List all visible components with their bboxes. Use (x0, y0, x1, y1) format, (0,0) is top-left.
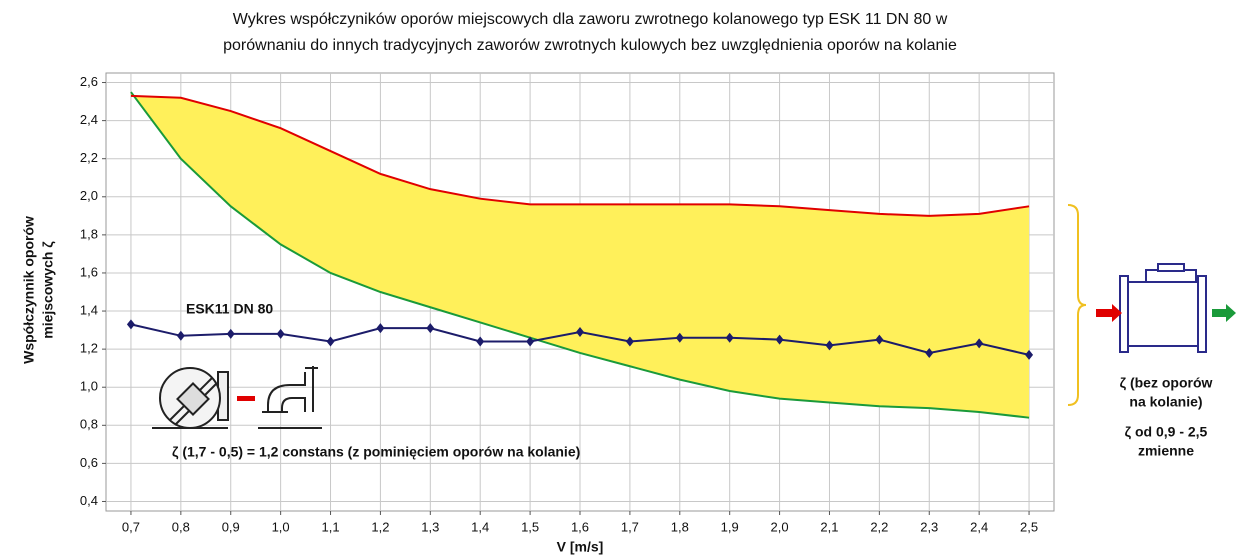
data-point (426, 323, 435, 334)
x-tick-label: 2,2 (870, 519, 888, 534)
x-tick-label: 2,3 (920, 519, 938, 534)
y-axis-title-group: Współczynnik oporów miejscowych ζ (21, 216, 56, 364)
outlet-arrow (1212, 304, 1236, 322)
x-tick-label: 1,7 (621, 519, 639, 534)
x-tick-label: 2,4 (970, 519, 988, 534)
plot-area: 0,4 0,6 0,8 1,0 1,2 1,4 1,6 1,8 2,0 2,2 2,4 2,6 0,7 0… (80, 72, 1055, 534)
data-point (1025, 349, 1034, 360)
series-line (130, 91, 1030, 419)
y-tick-label: 2,2 (80, 150, 98, 165)
x-tick-label: 0,8 (172, 519, 190, 534)
data-point (176, 330, 185, 341)
x-tick-label: 1,6 (571, 519, 589, 534)
y-axis-title: Współczynnik oporów (21, 216, 37, 364)
side-note: zmienne (1138, 443, 1194, 459)
y-tick-label: 1,6 (80, 264, 98, 279)
data-point (326, 336, 335, 347)
y-tick-label: 0,8 (80, 417, 98, 432)
data-point (975, 338, 984, 349)
data-point (775, 334, 784, 345)
x-tick-label: 2,0 (771, 519, 789, 534)
x-tick-label: 2,5 (1020, 519, 1038, 534)
x-tick-label: 1,4 (471, 519, 489, 534)
data-point (126, 319, 135, 330)
x-tick-label: 2,1 (820, 519, 838, 534)
x-tick-label: 1,2 (371, 519, 389, 534)
range-bracket (1067, 204, 1087, 406)
side-note: na kolanie) (1129, 394, 1202, 410)
range-fill (130, 92, 1030, 418)
y-tick-label: 2,4 (80, 112, 98, 127)
x-tick-label: 1,5 (521, 519, 539, 534)
data-point (526, 336, 535, 347)
x-tick-label: 1,1 (321, 519, 339, 534)
data-point (825, 340, 834, 351)
x-tick-label: 0,9 (222, 519, 240, 534)
data-point (576, 326, 584, 337)
equation-annotation: ζ (1,7 - 0,5) = 1,2 constans (z pominięc… (172, 444, 580, 460)
y-tick-label: 2,0 (80, 188, 98, 203)
valve-diagram (1119, 263, 1207, 353)
chart-title: Wykres współczyników oporów miejscowych … (233, 11, 948, 28)
data-point (226, 328, 235, 339)
x-tick-label: 1,8 (671, 519, 689, 534)
chart-title: porównaniu do innych tradycyjnych zaworó… (223, 37, 957, 54)
valve-icon (152, 367, 229, 429)
series-annotation: ESK11 DN 80 (186, 301, 273, 317)
y-tick-label: 1,2 (80, 341, 98, 356)
x-tick-label: 0,7 (122, 519, 140, 534)
data-point (875, 334, 884, 345)
y-tick-label: 1,4 (80, 302, 98, 317)
data-point (725, 332, 734, 343)
side-note: ζ od 0,9 - 2,5 (1125, 424, 1208, 440)
y-tick-label: 0,4 (80, 493, 98, 508)
y-tick-label: 0,6 (80, 455, 98, 470)
elbow-icon (258, 366, 322, 429)
data-point (625, 336, 634, 347)
data-point (675, 332, 684, 343)
series-line (130, 94, 1030, 217)
minus-sign (237, 396, 255, 401)
data-point (376, 323, 385, 334)
inlet-arrow (1096, 304, 1122, 322)
y-tick-label: 2,6 (80, 74, 98, 89)
y-tick-label: 1,8 (80, 226, 98, 241)
data-point (276, 328, 285, 339)
side-note: ζ (bez oporów (1120, 375, 1213, 391)
x-tick-label: 1,9 (721, 519, 739, 534)
x-tick-label: 1,0 (272, 519, 290, 534)
y-tick-label: 1,0 (80, 379, 98, 394)
y-axis-title: miejscowych ζ (40, 241, 56, 339)
data-point (476, 336, 485, 347)
x-tick-label: 1,3 (421, 519, 439, 534)
data-point (925, 347, 934, 358)
x-axis-title: V [m/s] (557, 539, 604, 555)
